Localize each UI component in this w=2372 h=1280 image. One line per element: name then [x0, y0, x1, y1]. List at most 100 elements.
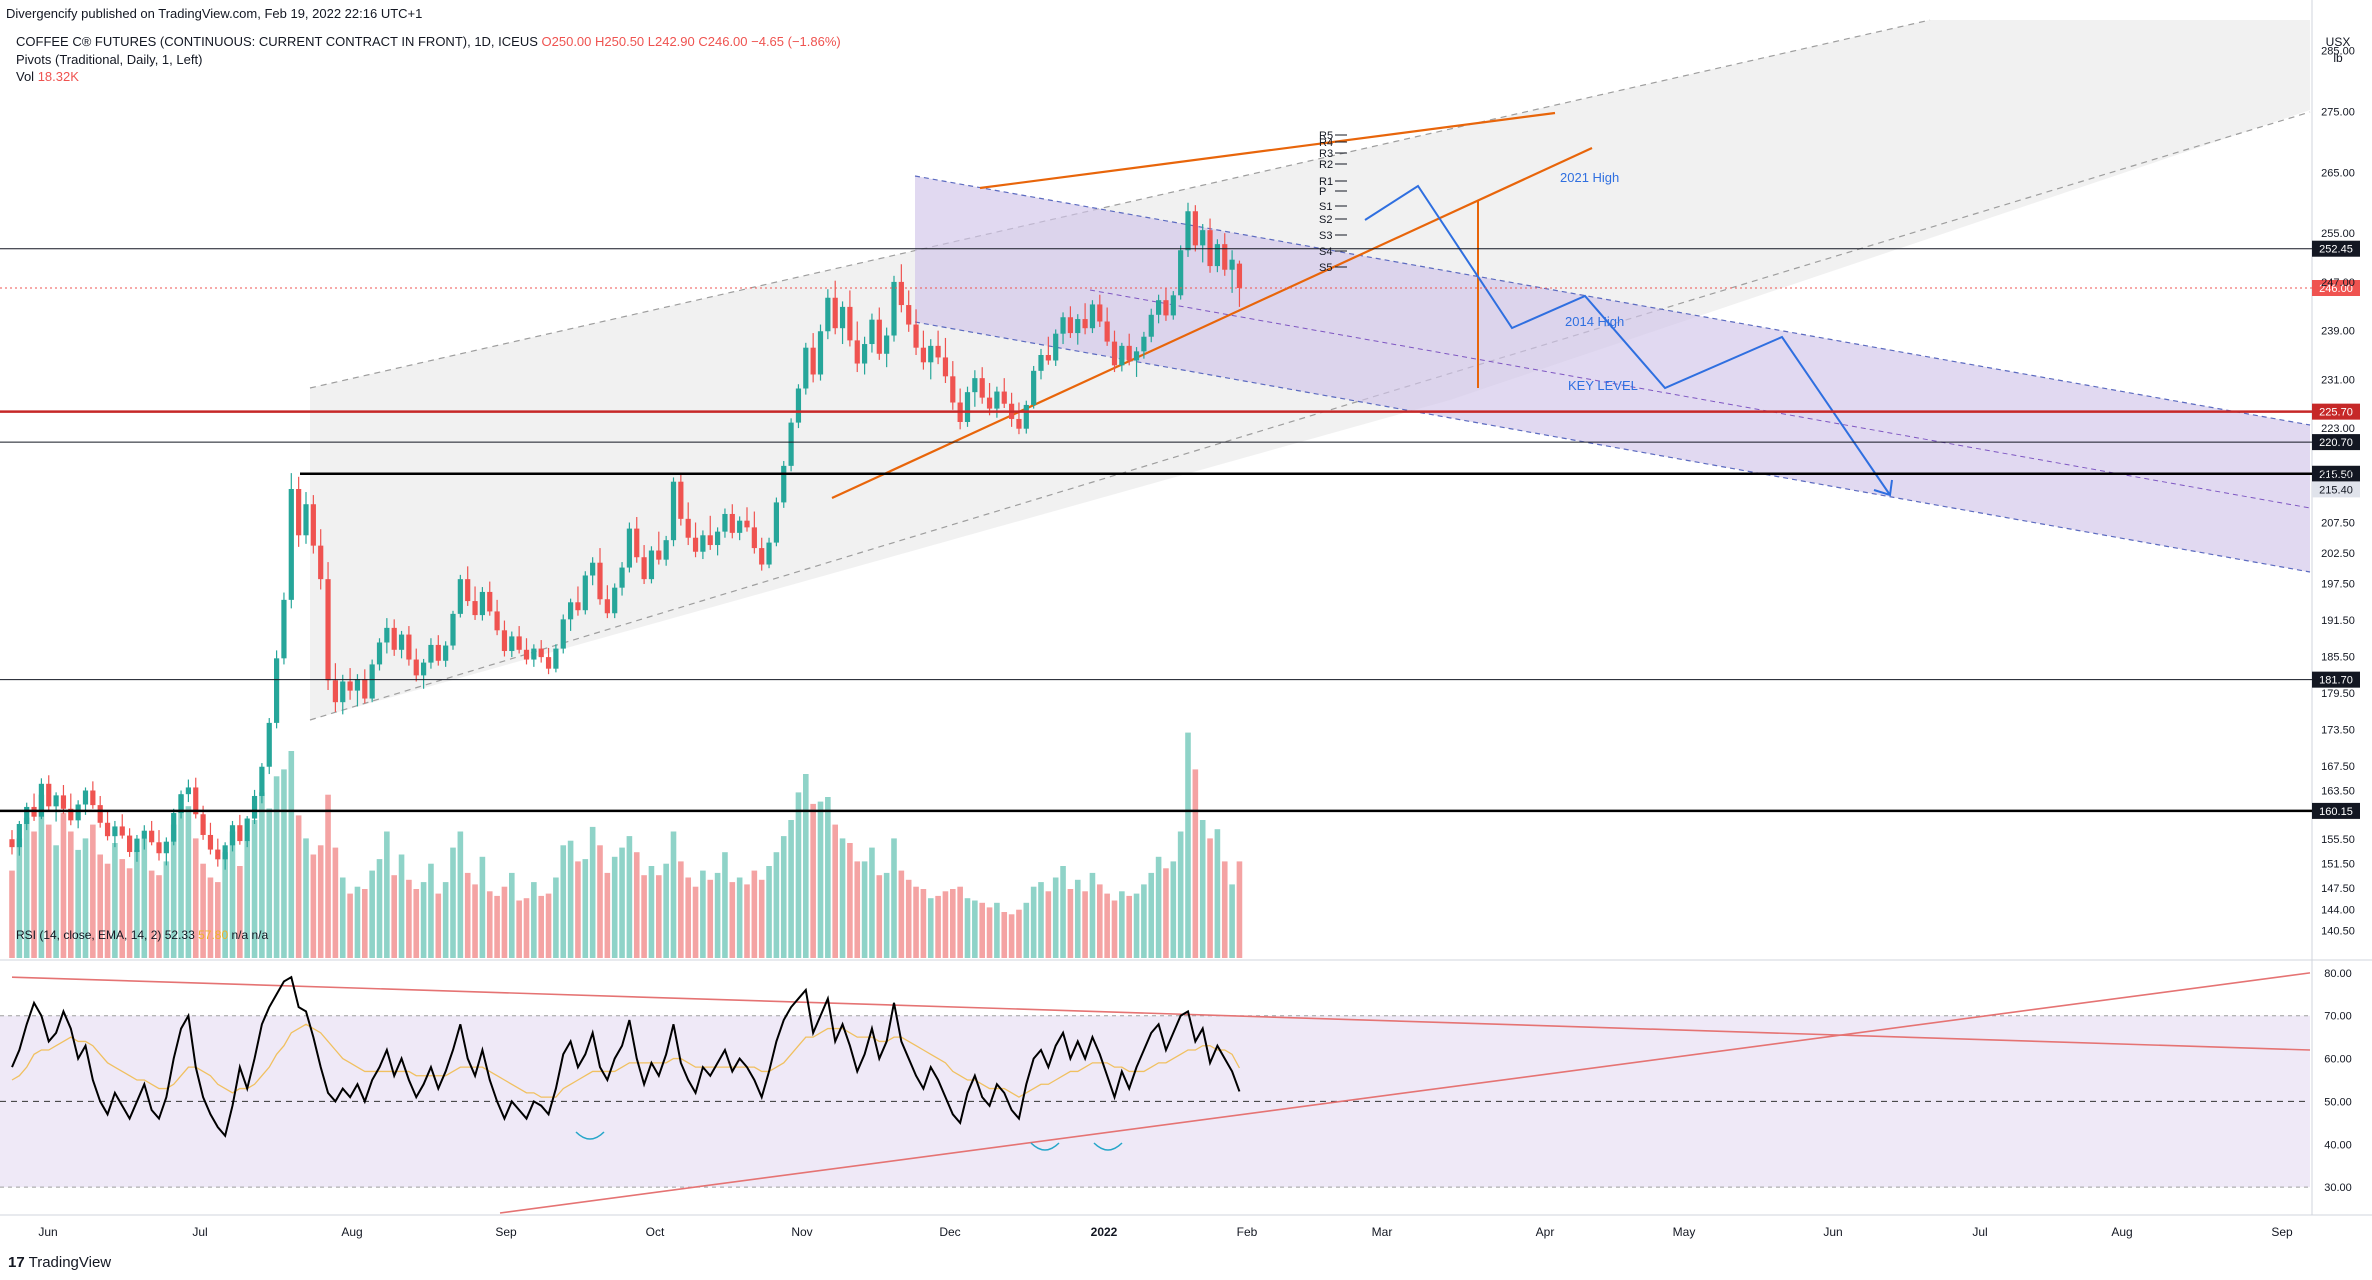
candle-body: [1185, 211, 1191, 251]
candle: [707, 515, 713, 550]
candle-body: [935, 345, 941, 358]
candle: [149, 820, 155, 846]
candle: [545, 647, 552, 675]
price-axis-tick: 191.50: [2321, 615, 2355, 627]
candle: [413, 648, 419, 682]
rsi-pane: [0, 972, 2311, 1214]
candle: [163, 837, 169, 866]
candle-body: [384, 627, 390, 643]
candle-body: [1126, 345, 1132, 361]
volume-bar: [920, 889, 927, 958]
candle: [854, 321, 860, 373]
volume-bar: [1221, 861, 1228, 958]
candle-body: [1207, 230, 1213, 267]
price-tag: [2312, 240, 2360, 257]
candle: [362, 669, 368, 704]
candle-body: [825, 297, 831, 332]
candle-body: [634, 528, 640, 558]
candle-body: [16, 824, 22, 848]
price-unit: USX lb: [2320, 34, 2356, 66]
candle: [759, 537, 765, 571]
candle: [906, 290, 912, 332]
candle-body: [538, 648, 544, 658]
volume-bar: [531, 882, 537, 958]
candle: [274, 650, 280, 729]
candle-body: [465, 579, 471, 602]
volume-bar: [420, 882, 427, 958]
price-axis-tick: 155.50: [2321, 834, 2355, 846]
candle-body: [46, 783, 52, 807]
candles: [9, 202, 1243, 870]
volume-bar: [1074, 879, 1081, 958]
volume-bar: [553, 877, 559, 958]
tradingview-logo[interactable]: 17 TradingView: [8, 1254, 111, 1271]
price-axis-tick: 265.00: [2321, 167, 2355, 179]
volume-bar: [170, 824, 177, 958]
date-axis-label: Jun: [38, 1225, 57, 1239]
logo-text: TradingView: [28, 1254, 112, 1271]
candle: [1082, 303, 1088, 335]
volume-bar: [288, 751, 295, 958]
candle: [156, 830, 162, 861]
rsi-axis-tick: 80.00: [2324, 968, 2352, 980]
candle: [90, 781, 96, 809]
volume-legend[interactable]: Vol 18.32K: [16, 69, 79, 84]
price-axis-tick: 223.00: [2321, 423, 2355, 435]
volume-bar: [1133, 893, 1140, 958]
candle: [1141, 331, 1147, 359]
pivot-label: R5: [1319, 130, 1333, 142]
candle: [141, 825, 147, 850]
candle: [744, 507, 750, 532]
candle: [1060, 312, 1066, 345]
pivot-label: R1: [1319, 176, 1333, 188]
volume-bar: [788, 820, 794, 958]
candle-body: [751, 527, 757, 549]
candle: [979, 367, 985, 404]
candle: [406, 626, 412, 666]
candle-body: [487, 591, 493, 612]
candle-body: [1067, 317, 1073, 334]
candle: [1214, 239, 1220, 273]
candle: [523, 638, 530, 665]
volume-bar: [803, 774, 809, 958]
candle-body: [318, 545, 324, 580]
candle: [678, 473, 684, 526]
pivots-legend[interactable]: Pivots (Traditional, Daily, 1, Left): [16, 52, 203, 67]
rsi-trendline-up: [499, 972, 2311, 1214]
candle-body: [1045, 355, 1051, 361]
volume-bar: [1089, 872, 1096, 958]
volume-bar: [1214, 829, 1221, 958]
candle-body: [560, 619, 566, 649]
candle: [24, 802, 30, 831]
candle-body: [347, 681, 353, 691]
price-axis-tick: 179.50: [2321, 688, 2355, 700]
candle: [229, 820, 236, 852]
volume-bar: [1008, 914, 1015, 958]
volume-bar: [273, 776, 280, 958]
volume-bar: [332, 847, 339, 958]
candle-body: [950, 376, 956, 403]
candle: [597, 548, 603, 605]
divergence-arc: [1093, 1142, 1123, 1151]
candle: [1178, 245, 1184, 300]
volume-bar: [1030, 886, 1037, 958]
symbol-title[interactable]: COFFEE C® FUTURES (CONTINUOUS: CURRENT C…: [16, 34, 841, 49]
candle: [376, 638, 383, 671]
candle: [310, 495, 316, 554]
candle-body: [509, 636, 515, 652]
candle: [928, 339, 934, 380]
candle: [9, 830, 15, 855]
volume-bar: [376, 859, 383, 958]
candle: [472, 586, 478, 620]
candle-body: [1133, 351, 1140, 361]
candle-body: [1200, 230, 1206, 246]
date-axis-label: 2022: [1091, 1225, 1118, 1239]
candle: [773, 497, 779, 547]
candle-body: [149, 830, 155, 843]
candle-body: [641, 557, 647, 580]
rsi-value: 52.33: [164, 928, 195, 942]
volume-bar: [1038, 882, 1044, 958]
candle-body: [1170, 295, 1176, 316]
rsi-legend[interactable]: RSI (14, close, EMA, 14, 2) 52.33 57.80 …: [16, 928, 268, 942]
